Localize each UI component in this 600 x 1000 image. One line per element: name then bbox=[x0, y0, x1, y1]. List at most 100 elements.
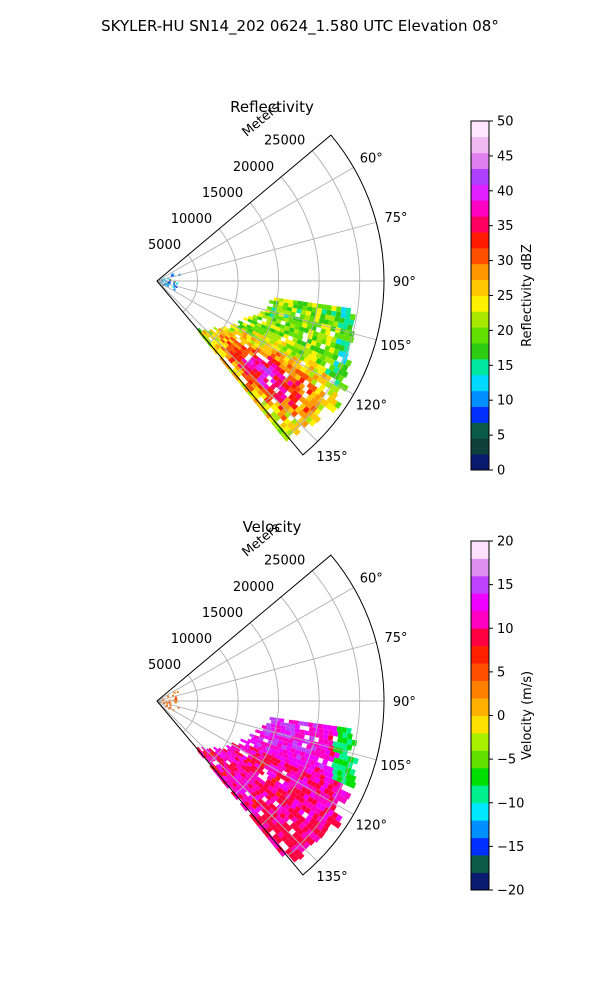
echo-cell bbox=[300, 804, 308, 812]
echo-cell bbox=[209, 328, 215, 334]
echo-cell bbox=[320, 366, 327, 373]
echo-cell bbox=[275, 758, 282, 764]
echo-cell bbox=[237, 378, 244, 385]
echo-cell bbox=[298, 791, 306, 798]
echo-cell bbox=[335, 814, 343, 823]
echo-cell bbox=[262, 748, 268, 754]
echo-cell bbox=[322, 781, 330, 789]
echo-cell bbox=[215, 772, 221, 778]
echo-cell bbox=[324, 356, 331, 364]
echo-cell bbox=[326, 335, 333, 342]
echo-cell bbox=[300, 786, 308, 794]
echo-cell bbox=[305, 416, 313, 424]
echo-cell bbox=[282, 749, 289, 755]
echo-cell bbox=[232, 335, 238, 341]
echo-cell bbox=[336, 794, 344, 802]
echo-cell bbox=[270, 720, 277, 725]
echo-cell bbox=[243, 775, 250, 782]
echo-cell bbox=[329, 315, 336, 322]
echo-cell bbox=[279, 374, 286, 381]
echo-cell bbox=[212, 768, 218, 774]
echo-cell bbox=[252, 314, 258, 319]
echo-cell bbox=[325, 402, 334, 411]
echo-cell bbox=[250, 376, 257, 383]
echo-cell bbox=[202, 329, 207, 335]
echo-cell bbox=[346, 324, 353, 331]
echo-cell bbox=[285, 831, 293, 839]
echo-cell bbox=[315, 341, 322, 348]
echo-cell bbox=[275, 791, 282, 798]
echo-cell bbox=[347, 733, 353, 740]
echo-cell bbox=[327, 725, 333, 731]
echo-cell bbox=[237, 363, 244, 369]
echo-cell bbox=[317, 723, 323, 729]
colorbar-tick-label: 5 bbox=[497, 665, 505, 680]
echo-cell bbox=[298, 822, 306, 830]
echo-cell bbox=[314, 789, 322, 796]
echo-cell bbox=[298, 388, 306, 396]
echo-cell bbox=[289, 822, 297, 830]
echo-cell bbox=[293, 428, 301, 436]
echo-cell bbox=[224, 329, 230, 335]
echo-cell bbox=[286, 421, 295, 429]
echo-cell bbox=[341, 743, 348, 750]
echo-cell bbox=[270, 403, 278, 411]
echo-cell bbox=[254, 386, 261, 393]
echo-cell bbox=[298, 376, 306, 384]
colorbar-swatch bbox=[471, 820, 489, 839]
echo-cell bbox=[263, 332, 270, 338]
echo-cell bbox=[261, 813, 268, 821]
echo-cell bbox=[292, 766, 299, 773]
echo-cell bbox=[287, 841, 295, 850]
echo-cell bbox=[286, 380, 294, 387]
echo-cell bbox=[306, 348, 313, 355]
echo-cell bbox=[291, 757, 298, 763]
echo-cell bbox=[253, 811, 260, 819]
echo-cell bbox=[246, 761, 253, 768]
echo-cell bbox=[309, 759, 316, 766]
colorbar-tick-label: 10 bbox=[497, 622, 514, 637]
echo-cell bbox=[274, 346, 281, 353]
echo-cell bbox=[287, 738, 294, 744]
echo-cell bbox=[340, 796, 348, 805]
echo-cell bbox=[250, 791, 257, 798]
angular-grid-line bbox=[156, 167, 354, 282]
echo-cell bbox=[318, 383, 326, 392]
echo-cell bbox=[283, 417, 291, 426]
echo-cell bbox=[225, 779, 231, 785]
echo-cell bbox=[239, 336, 245, 342]
echo-cell bbox=[273, 745, 280, 751]
echo-cell bbox=[249, 393, 257, 401]
echo-cell bbox=[251, 740, 258, 746]
echo-cell bbox=[267, 785, 274, 792]
echo-cell bbox=[247, 379, 254, 386]
echo-cell bbox=[312, 812, 320, 820]
echo-cell bbox=[318, 763, 325, 770]
echo-cell bbox=[288, 760, 295, 767]
echo-cell bbox=[210, 345, 216, 351]
echo-cell bbox=[224, 770, 230, 776]
colorbar-swatch bbox=[471, 263, 489, 281]
angular-grid-line bbox=[156, 280, 377, 341]
echo-cell bbox=[274, 360, 282, 367]
echo-cell bbox=[265, 788, 272, 795]
echo-cell bbox=[283, 425, 291, 433]
echo-cell bbox=[280, 774, 287, 781]
echo-cell bbox=[286, 750, 293, 757]
echo-cell bbox=[291, 417, 299, 426]
echo-cell bbox=[242, 770, 249, 777]
echo-cell bbox=[250, 737, 257, 742]
echo-speckle bbox=[176, 282, 179, 285]
echo-cell bbox=[264, 831, 271, 839]
echo-cell bbox=[213, 349, 219, 355]
echo-cell bbox=[302, 373, 310, 381]
echo-cell bbox=[318, 733, 324, 739]
echo-cell bbox=[275, 319, 282, 324]
echo-cell bbox=[282, 305, 288, 311]
radial-tick-label: 25000 bbox=[264, 554, 305, 569]
colorbar-swatch bbox=[471, 837, 489, 856]
echo-cell bbox=[288, 303, 294, 308]
echo-cell bbox=[318, 779, 325, 787]
echo-cell bbox=[299, 751, 306, 757]
echo-cell bbox=[285, 722, 291, 728]
